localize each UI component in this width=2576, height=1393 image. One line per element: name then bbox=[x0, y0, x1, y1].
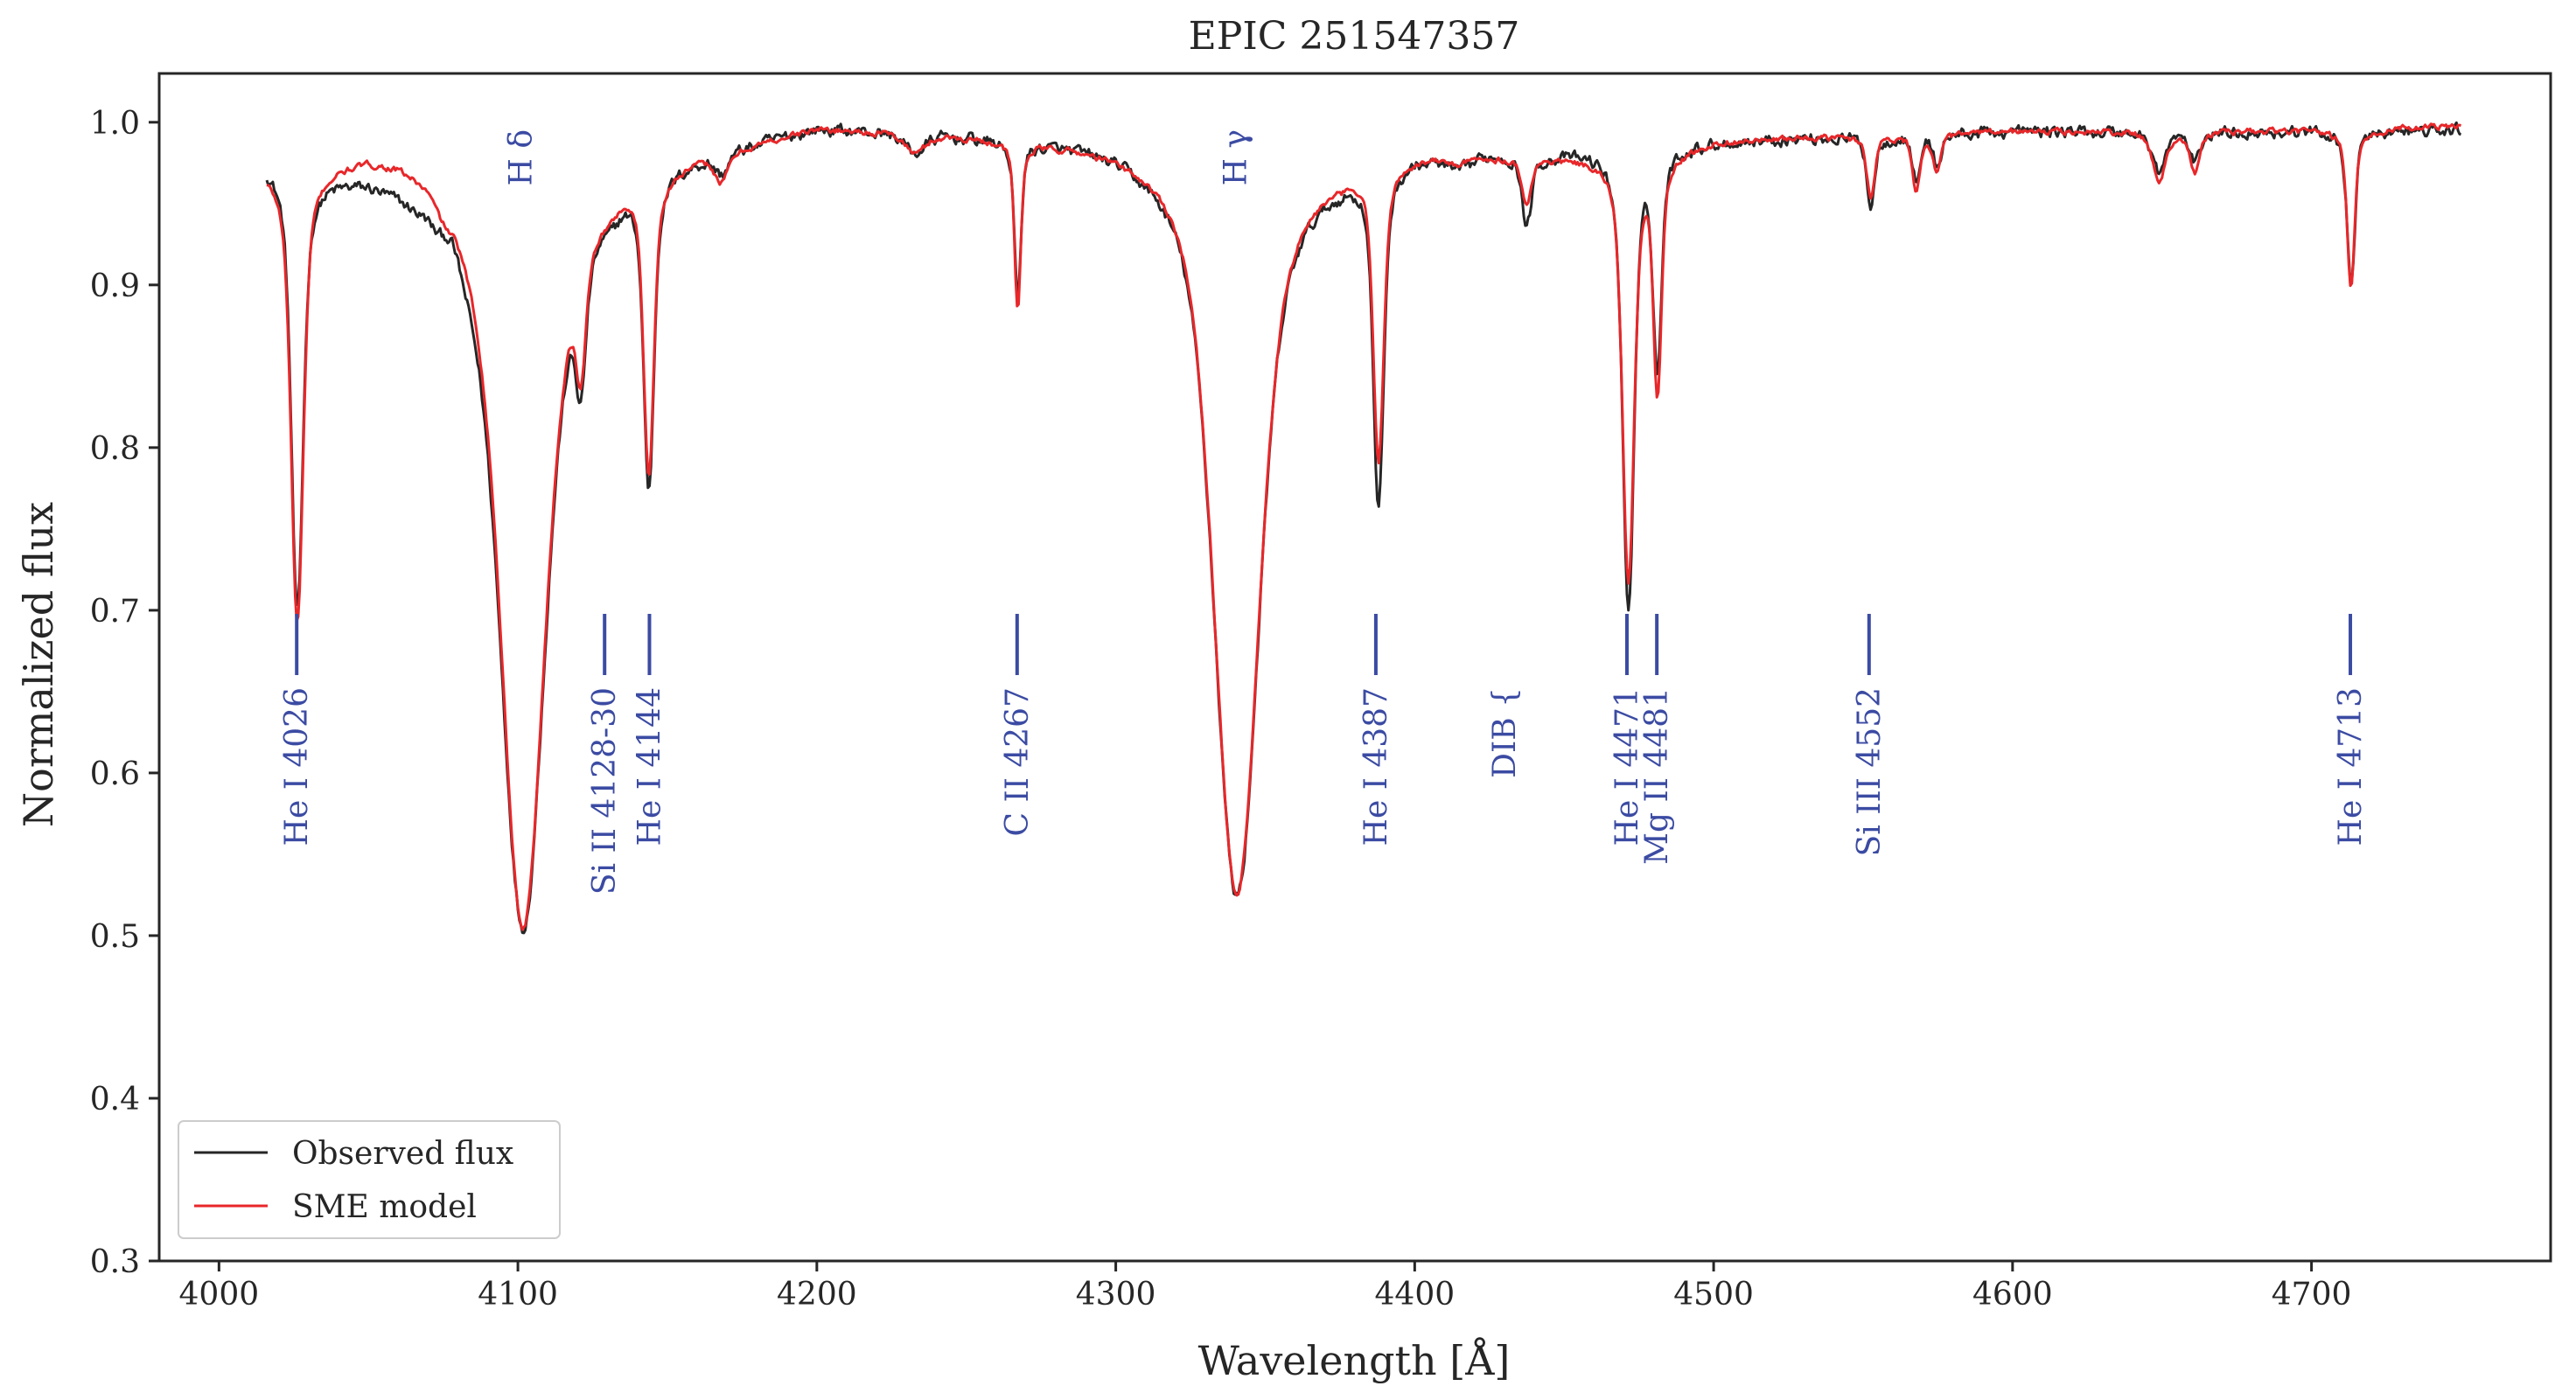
line-label: He I 4471 bbox=[1609, 687, 1645, 846]
line-label: Si II 4128-30 bbox=[587, 687, 623, 895]
legend-label-observed: Observed flux bbox=[292, 1136, 513, 1172]
line-label: H δ bbox=[504, 129, 540, 186]
y-tick-label: 0.3 bbox=[90, 1244, 140, 1280]
line-label: Mg II 4481 bbox=[1639, 687, 1675, 865]
y-tick-label: 0.8 bbox=[90, 431, 140, 467]
line-label: He I 4387 bbox=[1358, 687, 1394, 846]
series-layer bbox=[265, 121, 2461, 935]
x-tick-label: 4200 bbox=[777, 1277, 857, 1313]
line-label: DIB { bbox=[1487, 687, 1523, 778]
y-tick-label: 1.0 bbox=[90, 106, 140, 142]
x-axis-label: Wavelength [Å] bbox=[1198, 1336, 1511, 1384]
x-tick-label: 4600 bbox=[1972, 1277, 2053, 1313]
line-label: Si III 4552 bbox=[1852, 687, 1888, 856]
legend: Observed flux SME model bbox=[178, 1120, 561, 1239]
x-tick-label: 4000 bbox=[179, 1277, 260, 1313]
annotation-layer: He I 4026 H δ Si II 4128-30 He I 4144 C II 4… bbox=[279, 129, 2369, 895]
series-line-observed-flux bbox=[265, 121, 2461, 935]
line-label: C II 4267 bbox=[1000, 687, 1036, 837]
y-tick-label: 0.7 bbox=[90, 594, 140, 630]
line-label: H γ bbox=[1218, 129, 1253, 185]
y-tick-label: 0.4 bbox=[90, 1082, 140, 1118]
chart-title: EPIC 251547357 bbox=[1189, 14, 1520, 59]
axes-layer: 4000 4100 4200 4300 4400 4500 4600 4700 0.3 0.4 0.… bbox=[90, 72, 2552, 1313]
legend-label-model: SME model bbox=[292, 1189, 477, 1225]
legend-box bbox=[178, 1120, 561, 1239]
x-tick-label: 4700 bbox=[2272, 1277, 2352, 1313]
x-tick-label: 4400 bbox=[1375, 1277, 1456, 1313]
x-tick-label: 4100 bbox=[478, 1277, 558, 1313]
series-line-sme-model bbox=[266, 122, 2461, 931]
plot-frame bbox=[157, 72, 2552, 1263]
y-tick-label: 0.5 bbox=[90, 919, 140, 955]
y-tick-label: 0.9 bbox=[90, 268, 140, 304]
y-axis-label: Normalized flux bbox=[15, 502, 62, 827]
x-tick-label: 4300 bbox=[1076, 1277, 1156, 1313]
x-tick-label: 4500 bbox=[1673, 1277, 1754, 1313]
line-label: He I 4713 bbox=[2333, 687, 2369, 846]
line-label: He I 4026 bbox=[279, 687, 315, 846]
y-tick-label: 0.6 bbox=[90, 756, 140, 792]
line-label: He I 4144 bbox=[632, 687, 667, 846]
